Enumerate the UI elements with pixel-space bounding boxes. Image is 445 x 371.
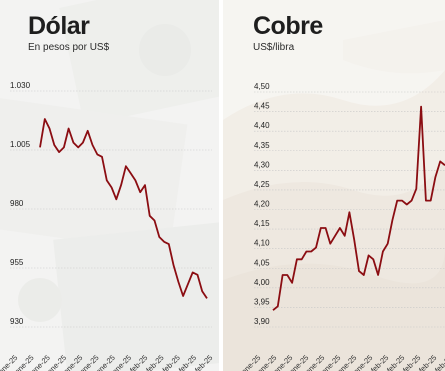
dolar-series-line [39,118,208,299]
dolar-y-tick-label: 980 [10,199,24,208]
cobre-chart-subtitle: US$/libra [253,42,295,53]
dolar-chart-subtitle: En pesos por US$ [28,42,110,53]
cobre-chart-title: Cobre [253,12,323,40]
cobre-series-line [272,105,445,311]
dolar-line-chart: 1.0301.00598095593002-ene-2507-ene-2510-… [0,81,214,371]
panel-divider [219,0,223,371]
cobre-line-chart: 4,50 4,45 4,40 4,35 4,30 4,25 4,20 4,15 4,10 4,05… [232,82,445,371]
cobre-y-tick-label: 3,95 [254,297,270,306]
cobre-y-tick-label: 4,05 [254,258,270,267]
cobre-y-tick-label: 4,00 [254,278,270,287]
cobre-y-tick-label: 4,35 [254,141,270,150]
dolar-chart-title: Dólar [28,12,90,40]
cobre-y-tick-label: 3,90 [254,317,270,326]
cobre-y-tick-label: 4,30 [254,160,270,169]
cobre-y-tick-label: 4,10 [254,239,270,248]
cobre-y-tick-label: 4,20 [254,200,270,209]
cobre-y-tick-label: 4,25 [254,180,270,189]
cobre-y-tick-label: 4,50 [254,82,270,91]
dolar-chart-panel: 1.030 1.005 980 955 930 02-ene-25 07-ene-25 10-… [0,0,219,371]
dolar-y-tick-label: 1.030 [10,81,31,90]
dolar-y-tick-label: 955 [10,258,24,267]
cobre-y-tick-label: 4,40 [254,121,270,130]
dolar-y-tick-label: 1.005 [10,140,31,149]
cobre-chart-panel: 4,50 4,45 4,40 4,35 4,30 4,25 4,20 4,15 4,10 4,05… [223,0,445,371]
cobre-y-tick-label: 4,45 [254,102,270,111]
background-veil [223,0,445,371]
cobre-y-tick-label: 4,15 [254,219,270,228]
dolar-y-tick-label: 930 [10,317,24,326]
